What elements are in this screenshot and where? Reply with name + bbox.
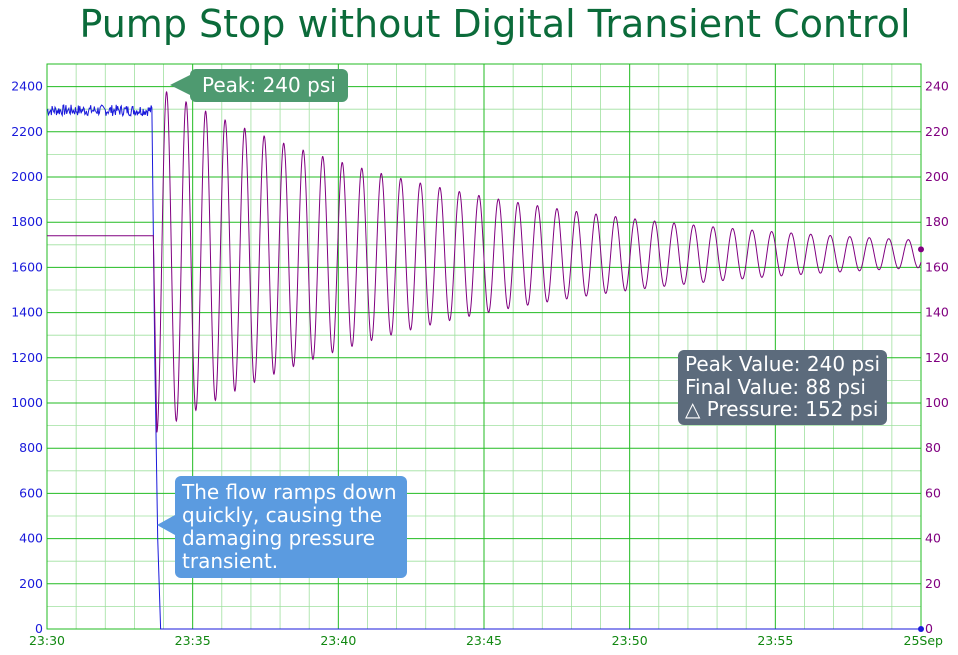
right-tick-label: 240	[925, 79, 949, 94]
x-tick-label: 23:30	[29, 633, 65, 648]
stats-pressure: △ Pressure: 152 psi	[685, 397, 879, 421]
x-tick-label: 25Sep	[904, 633, 944, 648]
stats-peak-value: Peak Value: 240 psi	[685, 352, 881, 376]
right-tick-label: 20	[925, 576, 941, 591]
right-tick-label: 80	[925, 440, 941, 455]
left-tick-label: 2000	[11, 169, 43, 184]
right-tick-label: 40	[925, 531, 941, 546]
right-tick-label: 100	[925, 395, 949, 410]
x-tick-label: 23:50	[612, 633, 648, 648]
right-tick-label: 140	[925, 305, 949, 320]
left-tick-label: 600	[19, 485, 43, 500]
flow-series-line	[46, 104, 921, 630]
series-layer	[46, 91, 924, 632]
peak-callout: Peak: 240 psi	[170, 69, 348, 102]
right-tick-label: 200	[925, 169, 949, 184]
pressure-series-end-marker	[918, 246, 924, 253]
left-tick-label: 1800	[11, 214, 43, 229]
major-gridlines	[47, 64, 921, 629]
pressure-series-line	[47, 91, 922, 433]
left-tick-label: 2200	[11, 124, 43, 139]
left-tick-label: 1000	[11, 395, 43, 410]
left-axis-ticks: 0 200 400 600 800 1000 1200 1400 1600 1800 2000 220…	[11, 79, 43, 636]
right-tick-label: 220	[925, 124, 949, 139]
left-tick-label: 2400	[11, 79, 43, 94]
flow-callout: The flow ramps down quickly, causing the…	[157, 476, 407, 578]
left-tick-label: 400	[19, 531, 43, 546]
left-tick-label: 1600	[11, 259, 43, 274]
left-tick-label: 800	[19, 440, 43, 455]
chart-title: Pump Stop without Digital Transient Cont…	[79, 2, 911, 46]
left-tick-label: 200	[19, 576, 43, 591]
flow-series-end-marker	[918, 626, 924, 632]
right-tick-label: 0	[925, 621, 933, 636]
right-tick-label: 180	[925, 214, 949, 229]
right-tick-label: 120	[925, 350, 949, 365]
left-tick-label: 1400	[11, 305, 43, 320]
left-tick-label: 1200	[11, 350, 43, 365]
right-tick-label: 160	[925, 259, 949, 274]
x-tick-label: 23:40	[320, 633, 356, 648]
x-tick-label: 23:55	[757, 633, 793, 648]
x-tick-label: 23:45	[466, 633, 502, 648]
stats-final-value: Final Value: 88 psi	[685, 374, 866, 399]
right-tick-label: 60	[925, 485, 941, 500]
left-tick-label: 0	[35, 621, 43, 636]
right-axis-ticks: 0 20 40 60 80 100 120 140 160 180 200 220 240	[925, 79, 949, 636]
stats-box: Peak Value: 240 psi Final Value: 88 psi …	[678, 350, 888, 425]
x-axis-ticks: 23:30 23:35 23:40 23:45 23:50 23:55 25Sep	[29, 633, 943, 648]
x-tick-label: 23:35	[175, 633, 211, 648]
